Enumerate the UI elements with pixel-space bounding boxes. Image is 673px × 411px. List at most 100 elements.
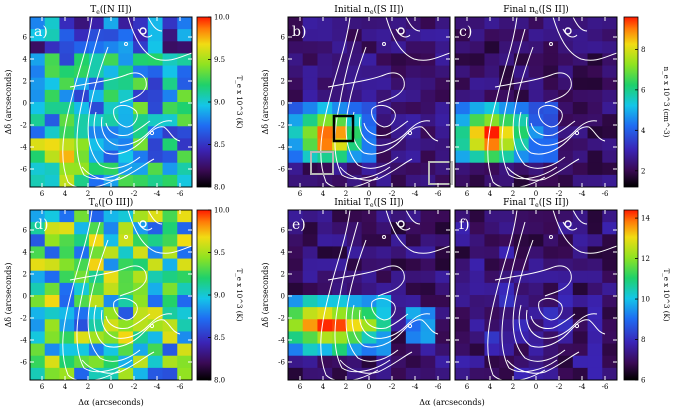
y-tick-label: 4: [23, 56, 28, 64]
map-pixel: [543, 246, 559, 260]
y-tick-label: 0: [23, 100, 27, 108]
map-pixel: [528, 331, 544, 345]
x-tick-label: -2: [131, 383, 138, 391]
map-pixel: [587, 29, 603, 42]
map-pixel: [455, 65, 471, 79]
map-pixel: [162, 367, 178, 380]
map-pixel: [30, 367, 46, 380]
map-pixel: [332, 222, 348, 235]
map-pixel: [469, 295, 486, 308]
contour-line: [320, 210, 379, 380]
map-pixel: [59, 234, 75, 248]
x-tick-label: 2: [344, 190, 348, 198]
map-pixel: [602, 319, 617, 333]
map-pixel: [346, 17, 363, 30]
contour-line: [113, 297, 138, 321]
contour-line: [127, 17, 192, 61]
map-pixel: [162, 331, 178, 345]
map-pixel: [288, 270, 304, 284]
map-pixel: [302, 29, 319, 42]
map-pixel: [513, 102, 530, 115]
map-pixel: [103, 210, 119, 223]
x-tick-label: 0: [534, 383, 538, 391]
map-pixel: [602, 174, 617, 187]
y-tick-label: -4: [278, 337, 285, 345]
map-pixel: [177, 77, 192, 91]
map-pixel: [528, 234, 544, 248]
map-pixel: [133, 150, 149, 164]
map-pixel: [288, 17, 304, 30]
map-pixel: [572, 17, 589, 30]
map-pixel: [469, 343, 486, 357]
map-pixel: [177, 355, 192, 369]
map-pixel: [484, 41, 500, 55]
map-pixel: [420, 270, 436, 284]
map-pixel: [587, 150, 603, 164]
map-pixel: [147, 234, 164, 248]
panel-title-f: Final Te([S II]): [503, 197, 569, 209]
map-pixel: [133, 174, 149, 187]
map-pixel: [391, 367, 407, 380]
contour-circle: [549, 235, 553, 239]
map-pixel: [162, 41, 178, 55]
map-pixel: [587, 65, 603, 79]
map-pixel: [602, 355, 617, 369]
map-pixel: [405, 222, 422, 235]
map-pixel: [602, 89, 617, 103]
map-pixel: [59, 210, 75, 223]
contour-line: [69, 72, 147, 104]
map-pixel: [587, 138, 603, 152]
map-pixel: [44, 210, 61, 223]
map-pixel: [405, 258, 422, 272]
map-pixel: [346, 295, 363, 308]
x-tick-label: 6: [298, 383, 303, 391]
map-pixel: [332, 17, 348, 30]
map-pixel: [420, 367, 436, 380]
map-pixel: [103, 102, 119, 115]
map-pixel: [587, 343, 603, 357]
map-pixel: [288, 234, 304, 248]
map-pixel: [528, 102, 544, 115]
map-pixel: [44, 331, 61, 345]
y-tick-label: -4: [20, 337, 27, 345]
map-pixel: [376, 307, 392, 320]
map-pixel: [88, 102, 105, 115]
y-tick-label: -6: [278, 166, 285, 174]
map-pixel: [435, 295, 450, 308]
map-pixel: [469, 234, 486, 248]
map-pixel: [435, 367, 450, 380]
map-pixel: [572, 89, 589, 103]
map-pixel: [30, 295, 46, 308]
contour-circle: [124, 42, 128, 46]
x-tick-label: -6: [435, 383, 442, 391]
map-pixel: [30, 282, 46, 296]
contour-line: [405, 17, 421, 32]
map-pixel: [376, 114, 392, 127]
contour-line: [538, 297, 563, 321]
map-pixel: [513, 295, 530, 308]
colorbar-tick-label: 8.0: [214, 184, 225, 192]
contour-circle: [574, 323, 580, 329]
map-pixel: [133, 367, 149, 380]
map-pixel: [302, 367, 319, 380]
map-pixel: [376, 295, 392, 308]
map-pixel: [74, 307, 90, 320]
map-pixel: [177, 222, 192, 235]
map-pixel: [177, 89, 192, 103]
map-pixel: [44, 234, 61, 248]
map-pixel: [332, 367, 348, 380]
map-pixel: [572, 41, 589, 55]
map-pixel: [499, 77, 515, 91]
map-pixel: [587, 331, 603, 345]
map-pixel: [558, 270, 574, 284]
map-pixel: [484, 77, 500, 91]
map-pixel: [587, 77, 603, 91]
contour-line: [81, 158, 155, 181]
map-pixel: [391, 65, 407, 79]
map-pixel: [469, 319, 486, 333]
y-tick-label: 2: [281, 271, 285, 279]
map-pixel: [30, 77, 46, 91]
map-pixel: [469, 114, 486, 127]
map-pixel: [44, 29, 61, 42]
map-pixel: [288, 41, 304, 55]
